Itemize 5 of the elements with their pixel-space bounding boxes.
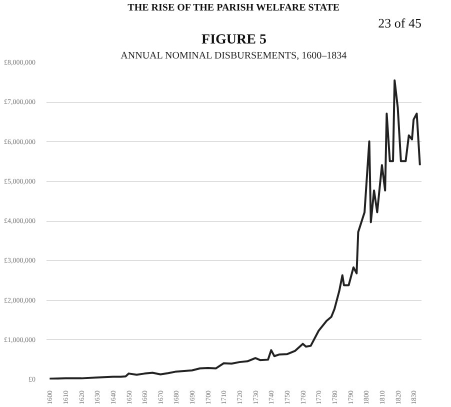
text: 23 of 45 xyxy=(378,16,422,30)
line-series xyxy=(48,79,421,380)
text: THE RISE OF THE PARISH WELFARE STATE xyxy=(128,2,340,14)
chart-title: FIGURE 5 xyxy=(202,32,266,48)
chart-subtitle: ANNUAL NOMINAL DISBURSEMENTS, 1600–1834 xyxy=(120,50,347,62)
